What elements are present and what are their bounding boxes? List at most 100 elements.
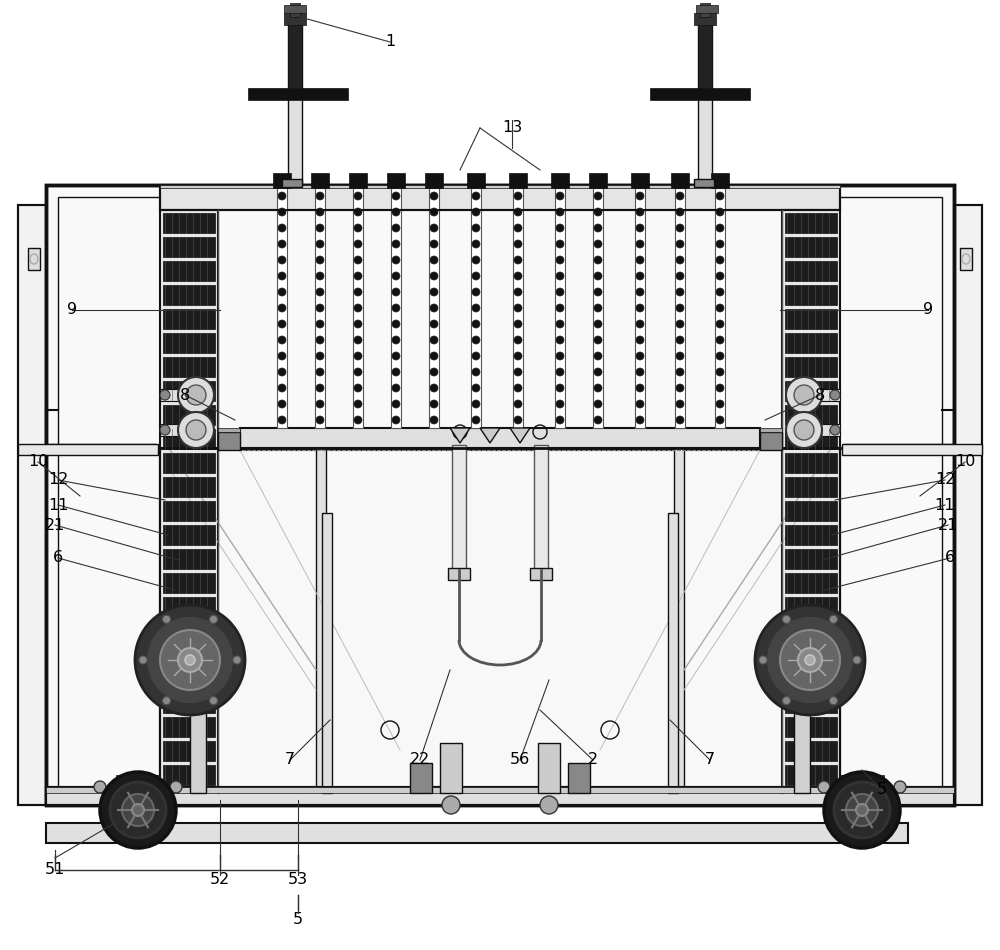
Bar: [353, 188, 363, 428]
Circle shape: [716, 304, 724, 312]
Bar: [694, 179, 714, 187]
Circle shape: [430, 384, 438, 392]
Circle shape: [94, 781, 106, 793]
Bar: [163, 237, 215, 257]
Circle shape: [430, 240, 438, 248]
Circle shape: [556, 384, 564, 392]
Circle shape: [594, 400, 602, 408]
Circle shape: [430, 368, 438, 376]
Bar: [160, 625, 215, 695]
Circle shape: [676, 368, 684, 376]
Circle shape: [392, 416, 400, 424]
Bar: [273, 173, 291, 188]
Circle shape: [354, 352, 362, 360]
Circle shape: [278, 288, 286, 296]
Circle shape: [316, 272, 324, 280]
Circle shape: [716, 336, 724, 344]
Circle shape: [278, 224, 286, 232]
Circle shape: [472, 384, 480, 392]
Circle shape: [594, 240, 602, 248]
Circle shape: [676, 208, 684, 216]
Text: 22: 22: [410, 752, 430, 768]
Circle shape: [514, 288, 522, 296]
Circle shape: [186, 385, 206, 405]
Circle shape: [392, 384, 400, 392]
Circle shape: [472, 400, 480, 408]
Circle shape: [636, 336, 644, 344]
Bar: [163, 453, 215, 473]
Bar: [696, 5, 718, 13]
Circle shape: [514, 192, 522, 200]
Circle shape: [636, 400, 644, 408]
Circle shape: [430, 336, 438, 344]
Circle shape: [316, 416, 324, 424]
Circle shape: [514, 224, 522, 232]
Circle shape: [392, 256, 400, 264]
Bar: [785, 333, 837, 353]
Bar: [785, 621, 837, 641]
Circle shape: [392, 320, 400, 328]
Bar: [452, 445, 466, 570]
Circle shape: [556, 224, 564, 232]
Bar: [163, 573, 215, 593]
Circle shape: [636, 208, 644, 216]
Circle shape: [594, 304, 602, 312]
Circle shape: [636, 384, 644, 392]
Bar: [785, 525, 837, 545]
Bar: [163, 501, 215, 521]
Circle shape: [278, 256, 286, 264]
Circle shape: [676, 224, 684, 232]
Circle shape: [354, 416, 362, 424]
Text: 13: 13: [502, 121, 522, 136]
Circle shape: [210, 616, 218, 623]
Circle shape: [636, 224, 644, 232]
Text: 8: 8: [180, 388, 190, 403]
Circle shape: [556, 416, 564, 424]
Circle shape: [430, 352, 438, 360]
Circle shape: [316, 304, 324, 312]
Bar: [46, 444, 156, 454]
Bar: [160, 389, 196, 401]
Circle shape: [676, 272, 684, 280]
Text: 8: 8: [815, 388, 825, 403]
Circle shape: [556, 304, 564, 312]
Circle shape: [110, 782, 166, 838]
Circle shape: [178, 648, 202, 672]
Bar: [315, 188, 325, 428]
Circle shape: [392, 272, 400, 280]
Bar: [316, 448, 326, 793]
Polygon shape: [480, 428, 500, 443]
Bar: [284, 5, 306, 13]
Bar: [46, 823, 908, 843]
Bar: [248, 88, 348, 100]
Text: 10: 10: [28, 454, 48, 469]
Bar: [589, 173, 607, 188]
Circle shape: [676, 352, 684, 360]
Bar: [163, 741, 215, 761]
Text: 11: 11: [48, 498, 68, 512]
Bar: [240, 428, 760, 450]
Circle shape: [716, 416, 724, 424]
Bar: [785, 669, 837, 689]
Circle shape: [354, 208, 362, 216]
Circle shape: [178, 412, 214, 448]
Circle shape: [442, 796, 460, 814]
Bar: [163, 285, 215, 305]
Circle shape: [636, 352, 644, 360]
Circle shape: [278, 400, 286, 408]
Circle shape: [556, 320, 564, 328]
Bar: [785, 381, 837, 401]
Bar: [711, 173, 729, 188]
Circle shape: [430, 320, 438, 328]
Text: 6: 6: [945, 550, 955, 565]
Text: 2: 2: [588, 752, 598, 768]
Text: 11: 11: [935, 498, 955, 512]
Text: 5: 5: [293, 913, 303, 927]
Circle shape: [846, 794, 878, 826]
Bar: [18, 205, 46, 805]
Bar: [160, 448, 840, 793]
Circle shape: [472, 352, 480, 360]
Circle shape: [540, 796, 558, 814]
Bar: [551, 173, 569, 188]
Text: 5: 5: [877, 783, 887, 797]
